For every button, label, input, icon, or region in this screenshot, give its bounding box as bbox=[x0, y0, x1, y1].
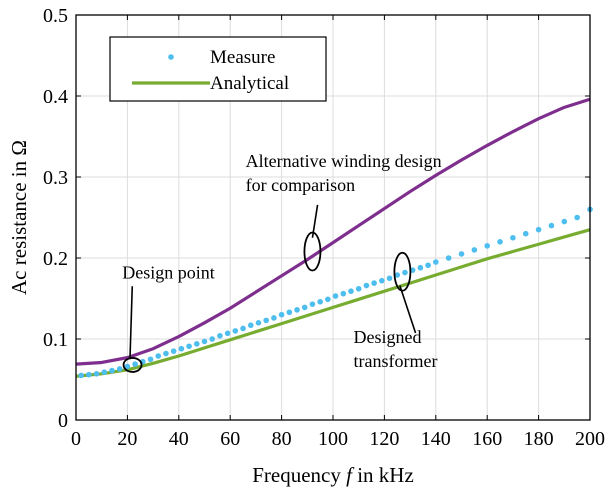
data-point bbox=[86, 371, 92, 378]
x-tick-label: 200 bbox=[575, 428, 605, 450]
data-point bbox=[510, 234, 516, 241]
annotation-text: for comparison bbox=[246, 175, 355, 195]
x-tick-label: 160 bbox=[472, 428, 502, 450]
x-tick-label: 0 bbox=[71, 428, 81, 450]
annotation-leader bbox=[129, 286, 134, 360]
data-point bbox=[178, 345, 185, 352]
annotation-text: transformer bbox=[354, 351, 438, 371]
legend-label: Measure bbox=[210, 47, 275, 68]
data-point bbox=[484, 243, 491, 249]
annotation-text: Alternative winding design bbox=[246, 151, 442, 171]
data-point bbox=[116, 366, 123, 372]
data-point bbox=[574, 214, 580, 221]
data-point bbox=[294, 307, 300, 313]
x-tick-label: 180 bbox=[524, 428, 554, 450]
data-point bbox=[101, 369, 108, 376]
data-point bbox=[417, 264, 424, 271]
data-point bbox=[458, 251, 465, 257]
annotation-leader bbox=[399, 285, 417, 334]
annotations: Alternative winding design for comparison… bbox=[122, 151, 442, 373]
data-point bbox=[301, 304, 308, 311]
data-point bbox=[271, 315, 277, 321]
series-layer bbox=[75, 97, 593, 379]
y-tick-label: 0.5 bbox=[43, 5, 68, 27]
data-point bbox=[132, 361, 138, 367]
data-point bbox=[425, 262, 431, 269]
data-point bbox=[155, 353, 162, 359]
data-point bbox=[286, 309, 293, 316]
data-point bbox=[317, 298, 323, 305]
legend-marker bbox=[168, 54, 174, 60]
data-point bbox=[471, 247, 478, 253]
data-point bbox=[522, 230, 529, 237]
data-point bbox=[379, 277, 385, 284]
data-point bbox=[402, 269, 408, 276]
data-point bbox=[93, 371, 100, 377]
data-point bbox=[325, 296, 331, 303]
data-point bbox=[224, 330, 231, 337]
data-point bbox=[278, 311, 285, 318]
data-point bbox=[340, 290, 347, 297]
series-line bbox=[75, 228, 591, 378]
x-tick-label: 60 bbox=[220, 428, 240, 450]
data-point bbox=[394, 272, 401, 278]
annotation-text: Designed bbox=[354, 327, 422, 347]
y-tick-label: 0.4 bbox=[43, 86, 68, 108]
y-tick-label: 0 bbox=[58, 410, 68, 432]
data-point bbox=[497, 239, 503, 245]
annotation-ellipse bbox=[303, 231, 322, 272]
y-tick-label: 0.3 bbox=[43, 167, 68, 189]
annotation-text: Design point bbox=[122, 262, 215, 282]
data-point bbox=[332, 293, 339, 299]
x-tick-label: 40 bbox=[169, 428, 189, 450]
data-point bbox=[163, 350, 169, 357]
y-tick-label: 0.2 bbox=[43, 248, 68, 270]
data-point bbox=[232, 328, 239, 334]
legend-label: Analytical bbox=[210, 73, 289, 94]
data-point bbox=[433, 259, 439, 265]
data-point bbox=[201, 338, 208, 345]
data-point bbox=[263, 317, 269, 324]
legend-box bbox=[109, 36, 327, 102]
data-point bbox=[355, 285, 362, 292]
x-axis-label: Frequency f in kHz bbox=[252, 463, 414, 487]
annotation-leader bbox=[311, 204, 319, 238]
y-tick-label: 0.1 bbox=[43, 329, 68, 351]
data-point bbox=[109, 367, 115, 374]
data-point bbox=[371, 280, 377, 286]
data-point bbox=[147, 356, 154, 363]
data-point bbox=[548, 222, 555, 229]
ticks: 0 20 40 60 80 100 120 140 160 180 200 0 0.1 0.2 0.3 0.4… bbox=[43, 5, 605, 450]
x-tick-label: 140 bbox=[421, 428, 451, 450]
x-tick-label: 80 bbox=[272, 428, 292, 450]
data-point bbox=[124, 363, 131, 370]
data-point bbox=[170, 348, 177, 354]
data-point bbox=[186, 343, 192, 350]
data-point bbox=[78, 372, 84, 379]
data-point bbox=[363, 282, 370, 289]
x-tick-label: 20 bbox=[117, 428, 137, 450]
data-point bbox=[535, 226, 542, 233]
x-tick-label: 100 bbox=[318, 428, 348, 450]
data-point bbox=[561, 218, 568, 225]
legend: Measure Analytical bbox=[109, 36, 327, 102]
data-point bbox=[193, 341, 200, 347]
data-point bbox=[445, 255, 452, 261]
data-point bbox=[348, 288, 354, 295]
data-point bbox=[209, 336, 216, 342]
data-point bbox=[386, 275, 393, 282]
y-axis-label: Ac resistance in Ω bbox=[7, 140, 31, 295]
annotation-ellipse bbox=[122, 357, 143, 373]
series-line bbox=[75, 97, 591, 366]
data-point bbox=[240, 325, 246, 332]
data-point bbox=[309, 301, 316, 307]
x-tick-label: 120 bbox=[369, 428, 399, 450]
legend-items: Measure Analytical bbox=[132, 47, 289, 94]
data-point bbox=[217, 332, 223, 339]
data-point bbox=[255, 320, 262, 326]
data-point bbox=[247, 322, 254, 329]
